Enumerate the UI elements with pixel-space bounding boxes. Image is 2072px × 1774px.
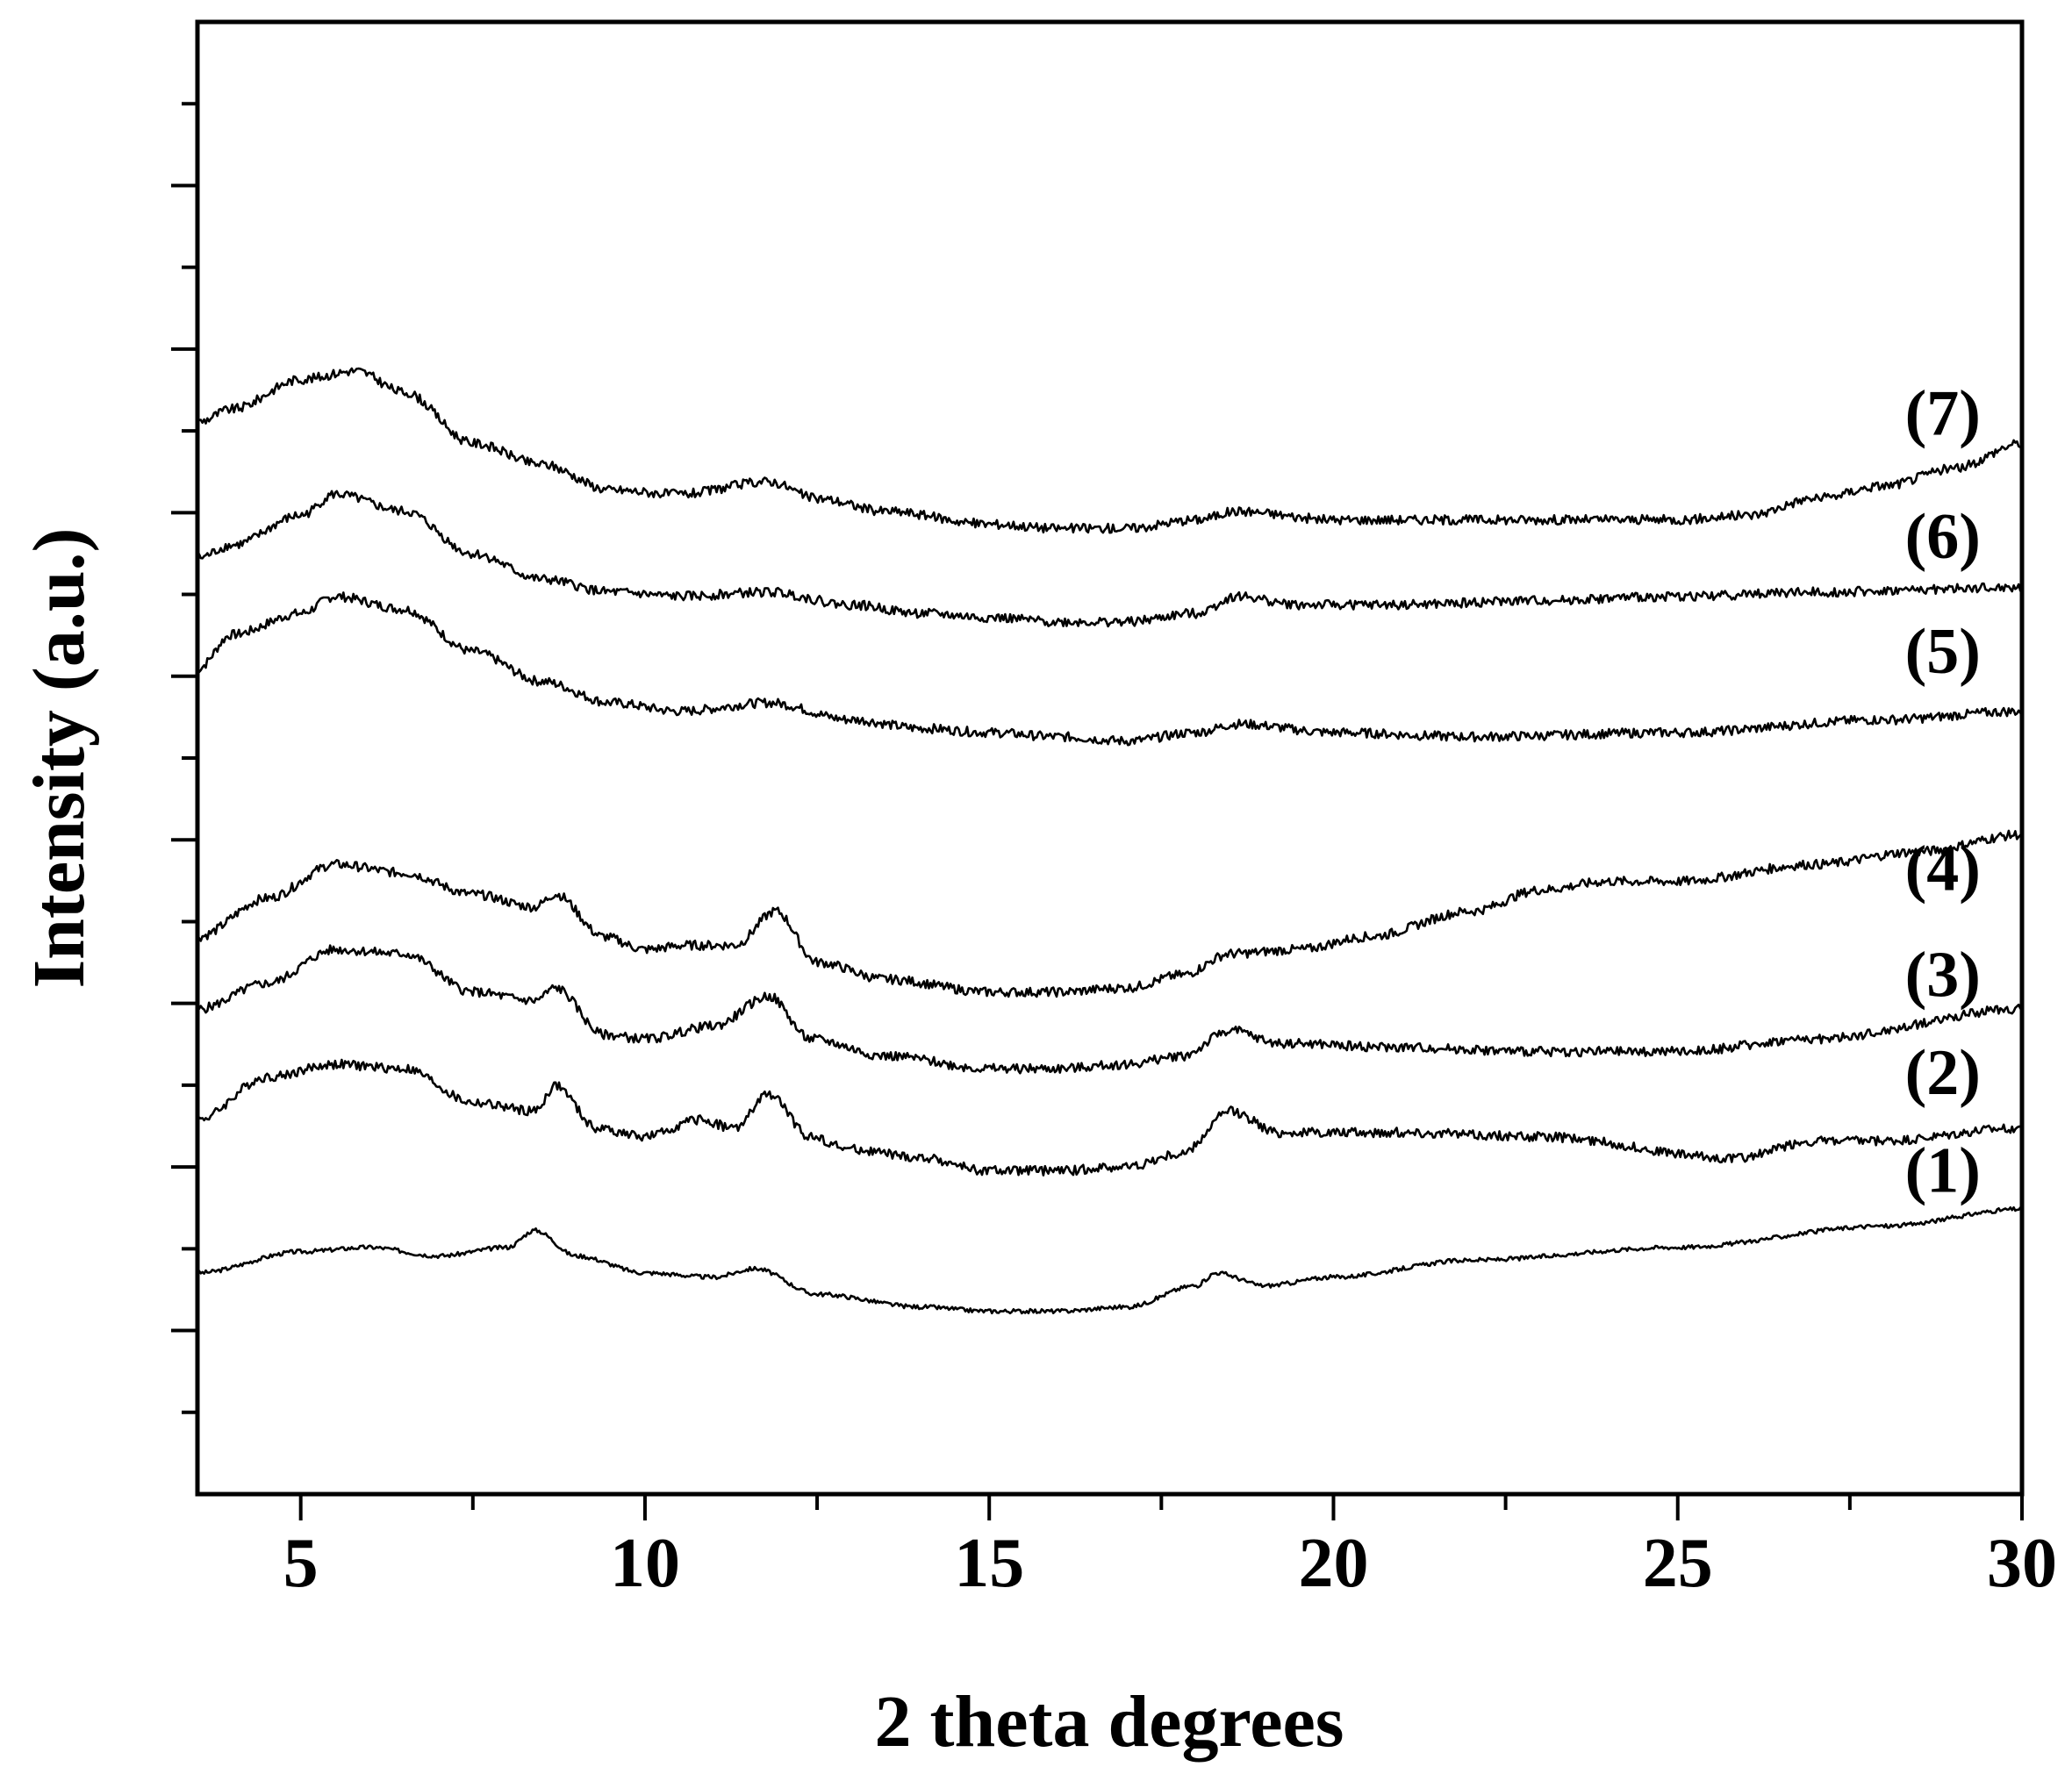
series-label-1: (1) (1905, 1135, 1981, 1207)
series-line-4 (196, 829, 2024, 998)
series-label-3: (3) (1905, 940, 1981, 1012)
series-line-5 (196, 591, 2024, 747)
plot-frame (195, 19, 2025, 1497)
x-axis-ticks (298, 1494, 2024, 1520)
x-tick-label: 30 (1987, 1525, 2057, 1602)
series-label-6: (6) (1905, 501, 1981, 573)
series-label-5: (5) (1905, 616, 1981, 688)
x-tick-label: 15 (954, 1525, 1024, 1602)
series-line-1 (196, 1205, 2023, 1315)
series-label-7: (7) (1905, 377, 1981, 449)
series-lines (196, 367, 2024, 1315)
x-tick-label: 25 (1643, 1525, 1713, 1602)
series-line-6 (196, 490, 2023, 628)
x-tick-label: 5 (283, 1525, 319, 1602)
y-axis-title: Intensity (a.u.) (18, 527, 100, 988)
series-line-2 (196, 1058, 2024, 1177)
y-axis-ticks (171, 102, 197, 1414)
x-axis-tick-labels: 5 10 15 20 25 30 (283, 1525, 2057, 1602)
x-tick-label: 20 (1298, 1525, 1368, 1602)
series-label-2: (2) (1905, 1037, 1981, 1109)
series-label-4: (4) (1905, 833, 1981, 905)
series-labels: (1) (2) (3) (4) (5) (6) (7) (1905, 377, 1981, 1206)
x-tick-label: 10 (610, 1525, 680, 1602)
series-line-7 (196, 367, 2024, 534)
series-line-3 (196, 944, 2023, 1075)
x-axis-title: 2 theta degrees (875, 1681, 1344, 1763)
